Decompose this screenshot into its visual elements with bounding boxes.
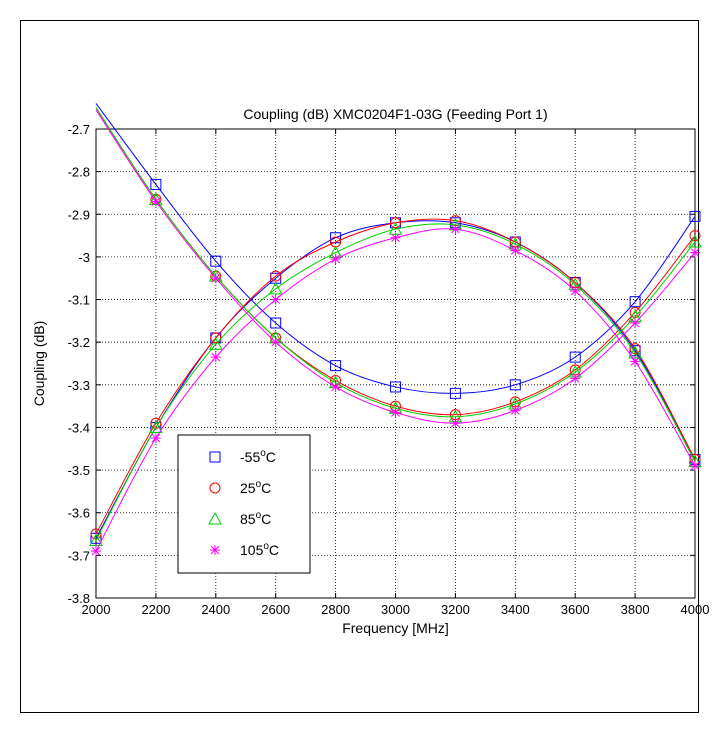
- star-marker: [630, 356, 641, 367]
- x-tick-label: 2600: [261, 602, 290, 617]
- y-tick-label: -3.1: [68, 293, 90, 308]
- y-tick-label: -2.8: [68, 165, 90, 180]
- star-marker: [570, 286, 581, 297]
- circle-marker: [209, 482, 221, 494]
- series-line-105-curve-b: [95, 109, 696, 424]
- square-marker: [629, 296, 641, 308]
- y-axis-label: Coupling (dB): [31, 321, 47, 407]
- square-marker: [330, 232, 342, 244]
- star-marker: [210, 545, 220, 555]
- legend-label: 105oC: [240, 541, 279, 558]
- star-marker: [690, 460, 700, 471]
- square-marker: [569, 351, 581, 363]
- square-marker: [390, 381, 401, 393]
- star-marker: [150, 196, 161, 207]
- x-tick-label: 3400: [501, 602, 530, 617]
- series-line-m55-curve-b: [95, 103, 696, 394]
- legend-box: [177, 434, 311, 574]
- x-tick-label: 2200: [141, 602, 170, 617]
- x-tick-label: 3800: [621, 602, 650, 617]
- circle-marker: [390, 217, 401, 229]
- x-tick-label: 2800: [321, 602, 350, 617]
- y-tick-label: -3: [78, 250, 90, 265]
- star-marker: [510, 405, 521, 416]
- y-tick-label: -3.5: [68, 463, 90, 478]
- star-marker: [270, 337, 281, 348]
- triangle-marker: [89, 533, 103, 546]
- square-marker: [509, 379, 521, 391]
- triangle-marker: [208, 337, 223, 350]
- chart-title: Coupling (dB) XMC0204F1-03G (Feeding Por…: [243, 106, 547, 122]
- square-marker: [689, 210, 701, 222]
- circle-marker: [689, 230, 701, 242]
- series-group: [89, 103, 702, 557]
- axis-ticks: 2000 2200 2400 2600 2800 3000 3200 3400 3600 3800…: [68, 122, 710, 617]
- star-marker: [390, 407, 401, 418]
- triangle-marker: [149, 420, 163, 433]
- series-line-85-curve-b: [95, 107, 696, 418]
- star-marker: [210, 352, 221, 363]
- star-marker: [510, 245, 521, 256]
- x-tick-label: 3000: [381, 602, 410, 617]
- star-marker: [390, 232, 401, 243]
- star-marker: [330, 254, 341, 265]
- y-tick-label: -3.4: [68, 420, 90, 435]
- y-tick-label: -3.6: [68, 506, 90, 521]
- x-axis-label: Frequency [MHz]: [342, 620, 449, 636]
- x-tick-label: 3200: [441, 602, 470, 617]
- series-line-105-curve-a: [95, 228, 696, 552]
- series-line-85-curve-a: [95, 223, 696, 541]
- square-marker: [209, 451, 221, 463]
- star-marker: [630, 317, 641, 328]
- star-marker: [450, 418, 461, 429]
- square-marker: [270, 317, 282, 329]
- square-marker: [210, 255, 222, 267]
- y-tick-label: -3.7: [68, 548, 90, 563]
- circle-marker: [270, 270, 282, 282]
- legend-label: -55oC: [240, 448, 276, 465]
- y-tick-label: -3.2: [68, 335, 90, 350]
- star-marker: [570, 373, 581, 384]
- y-tick-label: -2.7: [68, 122, 90, 137]
- legend: -55oC 25oC 85oC 105oC: [177, 434, 311, 574]
- star-marker: [210, 273, 221, 284]
- star-marker: [450, 224, 461, 235]
- x-tick-label: 2400: [201, 602, 230, 617]
- legend-label: 85oC: [240, 510, 271, 527]
- star-marker: [690, 247, 700, 258]
- triangle-marker: [688, 234, 702, 248]
- legend-label: 25oC: [240, 479, 271, 496]
- x-tick-label: 3600: [561, 602, 590, 617]
- star-marker: [150, 433, 161, 444]
- star-marker: [330, 381, 341, 392]
- circle-marker: [210, 332, 222, 344]
- circle-marker: [90, 528, 102, 540]
- triangle-marker: [268, 281, 283, 295]
- x-tick-label: 4000: [681, 602, 710, 617]
- y-tick-label: -3.8: [68, 591, 90, 606]
- square-marker: [150, 178, 162, 190]
- square-marker: [449, 387, 461, 399]
- y-tick-label: -3.3: [68, 378, 90, 393]
- star-marker: [270, 294, 281, 305]
- triangle-marker: [208, 511, 222, 525]
- x-tick-label: 2000: [82, 602, 111, 617]
- y-tick-label: -2.9: [68, 207, 90, 222]
- star-marker: [91, 546, 101, 557]
- square-marker: [330, 360, 342, 372]
